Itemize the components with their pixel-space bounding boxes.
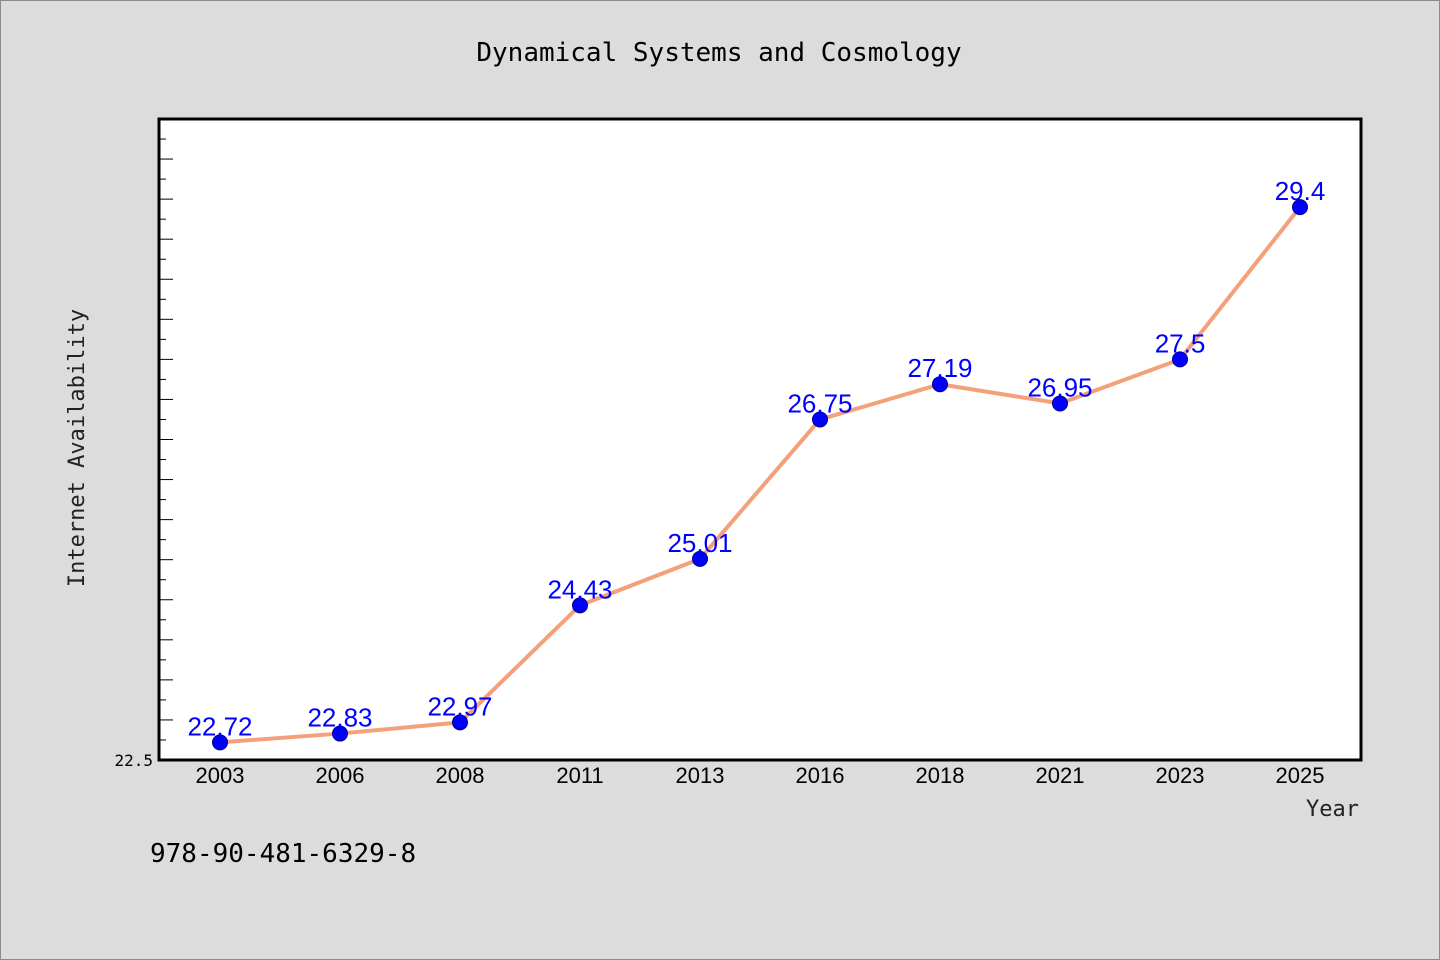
isbn-text: 978-90-481-6329-8 bbox=[150, 839, 416, 869]
data-label: 26.95 bbox=[1027, 372, 1092, 402]
data-point bbox=[1292, 199, 1308, 216]
x-tick-label: 2023 bbox=[1156, 763, 1205, 788]
data-point bbox=[1172, 351, 1188, 368]
data-label: 29.4 bbox=[1275, 176, 1326, 206]
y-axis-label: Internet Availability bbox=[65, 309, 90, 587]
x-tick-label: 2018 bbox=[916, 763, 965, 788]
data-label: 22.72 bbox=[187, 711, 252, 741]
x-axis-tick-labels: 2003 2006 2008 2011 2013 2016 2018 2021 2023 2025 bbox=[196, 763, 1325, 788]
data-point bbox=[692, 550, 708, 567]
y-axis-ticks bbox=[159, 118, 173, 761]
x-tick-label: 2006 bbox=[316, 763, 365, 788]
data-point bbox=[572, 597, 588, 614]
x-tick-label: 2003 bbox=[196, 763, 245, 788]
data-point bbox=[452, 714, 468, 731]
data-markers bbox=[212, 199, 1308, 751]
data-label: 26.75 bbox=[787, 388, 852, 418]
x-tick-label: 2016 bbox=[796, 763, 845, 788]
data-label: 22.83 bbox=[307, 703, 372, 733]
data-point bbox=[332, 725, 348, 742]
data-label: 27.19 bbox=[907, 353, 972, 383]
data-point bbox=[812, 411, 828, 428]
data-labels: 22.72 22.83 22.97 24.43 25.01 26.75 27.19 26.95… bbox=[187, 176, 1325, 741]
data-point bbox=[932, 376, 948, 393]
x-tick-label: 2025 bbox=[1276, 763, 1325, 788]
data-label: 27.5 bbox=[1155, 328, 1206, 358]
x-tick-label: 2013 bbox=[676, 763, 725, 788]
data-point bbox=[1052, 395, 1068, 412]
data-label: 22.97 bbox=[427, 691, 492, 721]
data-point bbox=[212, 734, 228, 751]
x-tick-label: 2021 bbox=[1036, 763, 1085, 788]
y-tick-label: 22.5 bbox=[114, 751, 153, 770]
series-line bbox=[219, 205, 1302, 745]
chart-title: Dynamical Systems and Cosmology bbox=[476, 38, 961, 68]
x-axis-label: Year bbox=[1306, 797, 1359, 822]
plot-area bbox=[157, 117, 1363, 762]
data-label: 24.43 bbox=[547, 574, 612, 604]
x-tick-label: 2008 bbox=[436, 763, 485, 788]
x-tick-label: 2011 bbox=[556, 763, 603, 788]
data-label: 25.01 bbox=[667, 528, 732, 558]
